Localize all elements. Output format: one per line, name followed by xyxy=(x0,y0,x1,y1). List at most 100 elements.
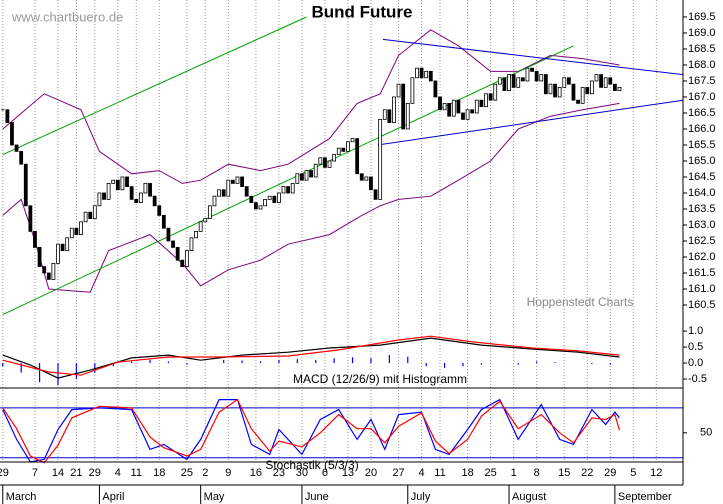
histogram-bar xyxy=(351,357,354,364)
x-tick-label: 6 xyxy=(322,467,328,479)
y-tick-label: 161.0 xyxy=(688,283,716,295)
line xyxy=(377,99,684,146)
candle xyxy=(14,144,19,152)
y-tick-label: 165.0 xyxy=(688,155,716,167)
candle xyxy=(33,230,37,248)
candle xyxy=(244,186,249,197)
y-tick-label: 167.5 xyxy=(688,75,716,87)
candle xyxy=(198,221,203,232)
x-tick-label: 7 xyxy=(32,467,38,479)
histogram-bar xyxy=(223,359,225,364)
candle xyxy=(442,102,447,111)
x-tick-label: 21 xyxy=(70,467,82,479)
x-tick-label: 25 xyxy=(181,467,193,479)
candle xyxy=(447,102,452,117)
x-tick-label: 22 xyxy=(581,467,593,479)
histogram-bar xyxy=(315,359,317,364)
x-tick-label: 2 xyxy=(202,467,208,479)
histogram-bar xyxy=(57,363,59,386)
candle xyxy=(212,195,217,207)
y-tick-label: -0.5 xyxy=(688,373,707,385)
candle xyxy=(79,221,83,235)
candle xyxy=(465,109,470,120)
histogram-bar xyxy=(149,359,151,364)
candle xyxy=(359,173,364,181)
candle xyxy=(92,205,97,219)
candle xyxy=(249,195,254,203)
candle xyxy=(548,83,553,95)
candle xyxy=(148,182,152,197)
candle xyxy=(281,186,286,194)
candle xyxy=(46,272,51,280)
candle xyxy=(470,109,475,114)
candle xyxy=(603,77,608,88)
histogram-bar xyxy=(112,363,114,367)
y-tick-label: 169.5 xyxy=(688,11,716,23)
candle xyxy=(534,70,539,82)
x-tick-label: 11 xyxy=(131,467,142,479)
candle xyxy=(88,211,93,219)
candle xyxy=(277,192,281,203)
candle xyxy=(221,189,226,197)
candle xyxy=(5,109,10,123)
x-tick-label: 30 xyxy=(296,467,308,479)
x-tick-label: 29 xyxy=(0,467,9,479)
candle xyxy=(580,86,585,104)
candle xyxy=(396,83,401,98)
candle xyxy=(346,141,350,152)
candle xyxy=(355,138,360,175)
month-label: September xyxy=(618,491,672,503)
histogram-bar xyxy=(241,360,243,364)
candle xyxy=(433,80,438,98)
candle xyxy=(387,109,392,123)
x-tick-label: 11 xyxy=(434,467,445,479)
candle xyxy=(194,230,198,239)
candle xyxy=(553,83,557,98)
line xyxy=(2,29,620,184)
candle xyxy=(171,240,175,248)
candle xyxy=(493,83,498,101)
candle xyxy=(230,179,235,184)
candle xyxy=(157,205,162,216)
month-label: April xyxy=(102,491,124,503)
candle xyxy=(203,218,208,223)
candle xyxy=(484,93,488,107)
histogram-bar xyxy=(480,363,483,365)
histogram-bar xyxy=(38,363,41,383)
histogram-bar xyxy=(407,356,409,364)
histogram-bar xyxy=(462,363,464,367)
candle xyxy=(272,195,277,203)
candle xyxy=(313,163,318,178)
y-tick-label: 164.0 xyxy=(688,187,716,199)
candle xyxy=(323,157,327,168)
candle xyxy=(166,227,171,242)
histogram-bar xyxy=(609,363,611,365)
histogram-bar xyxy=(425,363,427,367)
x-tick-label: 27 xyxy=(392,467,404,479)
candle xyxy=(226,179,231,197)
candle xyxy=(180,259,185,267)
candle xyxy=(253,202,258,210)
month-label: August xyxy=(512,491,546,503)
candle xyxy=(184,250,189,267)
histogram-bar xyxy=(94,363,96,373)
candle xyxy=(129,186,134,200)
candle xyxy=(134,198,139,203)
month-label: March xyxy=(6,491,37,503)
y-tick-label: 168.0 xyxy=(688,59,716,71)
histogram-bar xyxy=(388,355,390,364)
candle xyxy=(37,246,42,267)
candle xyxy=(23,163,28,207)
candle xyxy=(520,77,525,82)
line xyxy=(2,102,620,293)
y-tick-label: 169.0 xyxy=(688,27,716,39)
y-tick-label: 166.0 xyxy=(688,123,716,135)
candle xyxy=(557,86,562,98)
candle xyxy=(461,112,465,120)
candle xyxy=(543,74,548,95)
histogram-bar xyxy=(186,363,188,365)
candle xyxy=(585,86,590,95)
candle xyxy=(479,99,484,107)
candle xyxy=(451,99,456,117)
